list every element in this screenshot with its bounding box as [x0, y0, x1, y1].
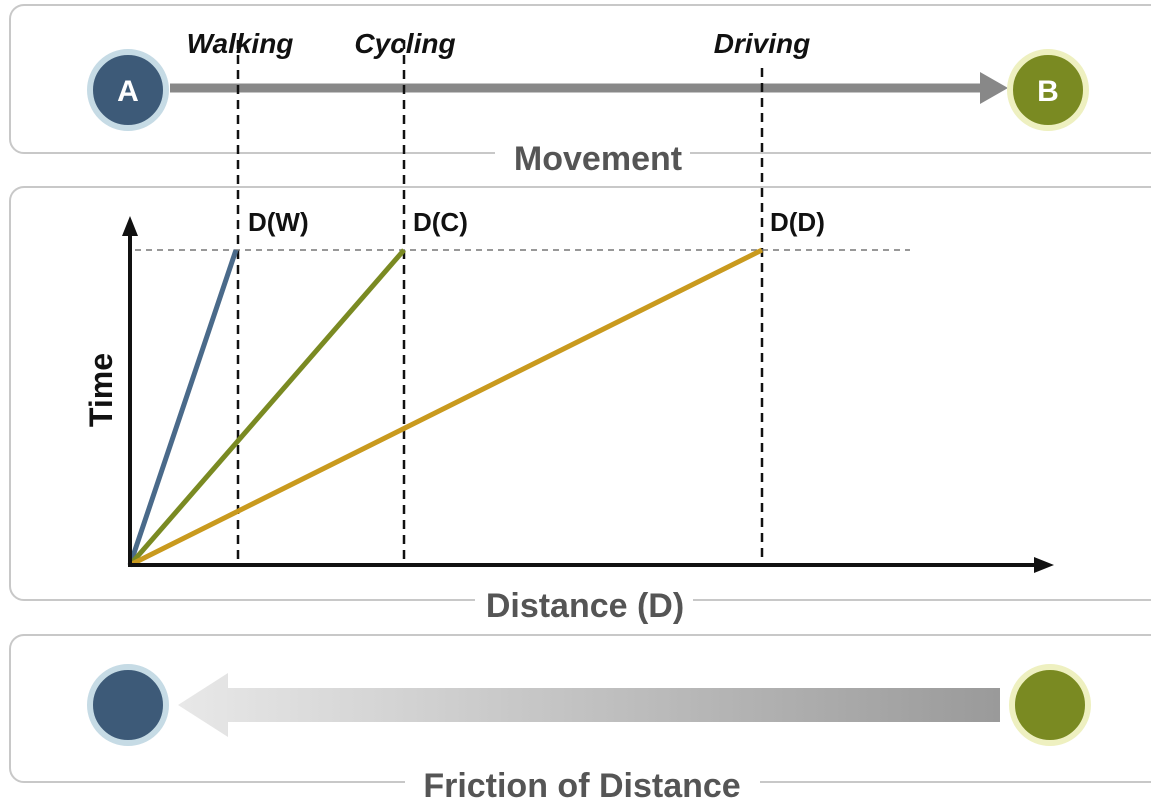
mode-label: Walking — [187, 28, 294, 59]
movement-panel — [9, 4, 1151, 154]
arrow-head — [980, 72, 1008, 104]
movement-title: Movement — [514, 140, 682, 178]
destination-circle — [1009, 664, 1091, 746]
driving-line — [128, 247, 764, 568]
cycling-line — [128, 248, 406, 567]
friction-arrow — [178, 673, 1000, 737]
y-arrow — [122, 216, 138, 236]
title-backdrop — [405, 765, 760, 801]
point-label: D(C) — [413, 207, 468, 237]
title-backdrop — [475, 585, 693, 621]
origin-circle — [87, 664, 169, 746]
point-label: D(W) — [248, 207, 309, 237]
point-a-label: A — [117, 75, 139, 108]
y-axis-label: Time — [83, 353, 119, 427]
walking-line — [127, 249, 239, 566]
point-b — [1007, 49, 1089, 131]
title-backdrop — [495, 138, 690, 174]
point-label: D(D) — [770, 207, 825, 237]
point-b-label: B — [1037, 75, 1059, 108]
friction-title: Friction of Distance — [423, 767, 740, 801]
mode-label: Driving — [714, 28, 810, 59]
graph-title: Distance (D) — [486, 587, 684, 625]
point-a — [87, 49, 169, 131]
x-arrow — [1034, 557, 1054, 573]
